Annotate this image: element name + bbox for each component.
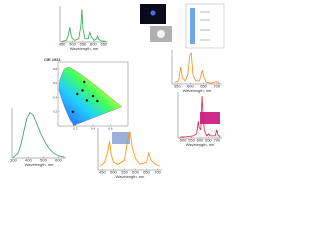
- x-tick-label: 500: [110, 170, 117, 175]
- spectrum-line: [174, 52, 220, 84]
- x-tick-label: 0.6: [108, 126, 113, 130]
- point: [71, 110, 75, 113]
- x-tick-label: 450: [59, 42, 66, 47]
- x-tick-label: 300: [10, 158, 17, 163]
- photo-glow: [150, 10, 156, 16]
- point: [91, 94, 95, 98]
- x-tick-label: 650: [205, 138, 212, 143]
- spectrum-line: [179, 96, 221, 138]
- point: [81, 89, 84, 92]
- y-tick-label: 0.4: [53, 95, 58, 99]
- x-axis-label: Wavelength, nm: [25, 162, 54, 167]
- x-axis-label: Wavelength, nm: [186, 142, 215, 147]
- photo-orange: [112, 132, 130, 144]
- spectrum-line: [13, 111, 65, 158]
- point: [83, 80, 86, 84]
- x-tick-label: 600: [197, 138, 204, 143]
- x-tick-label: 600: [187, 84, 194, 89]
- x-tick-label: 500: [40, 158, 47, 163]
- x-tick-label: 550: [174, 84, 181, 89]
- x-tick-label: 500: [180, 138, 187, 143]
- x-tick-label: 450: [99, 170, 106, 175]
- x-axis-label: Wavelength, nm: [116, 174, 145, 179]
- cie-locus: [58, 66, 123, 126]
- axis-frame: [177, 92, 222, 139]
- energy-band: [190, 8, 195, 44]
- x-tick-label: 600: [132, 170, 139, 175]
- axis-frame: [11, 108, 66, 159]
- x-tick-label: 550: [80, 42, 87, 47]
- x-tick-label: 400: [25, 158, 32, 163]
- point: [76, 92, 79, 96]
- x-tick-label: 650: [143, 170, 150, 175]
- x-tick-label: 0.4: [91, 126, 96, 130]
- x-tick-label: 650: [100, 42, 107, 47]
- x-axis-label: Wavelength, nm: [70, 46, 99, 51]
- x-axis-label: Wavelength, nm: [183, 88, 212, 93]
- spectrum-line: [99, 131, 160, 167]
- x-tick-label: 550: [188, 138, 195, 143]
- chart-title: CIE 1931: [44, 57, 61, 62]
- x-tick-label: 700: [154, 170, 161, 175]
- x-tick-label: 600: [55, 158, 62, 163]
- y-tick-label: 0.2: [53, 110, 58, 114]
- photo-red: [200, 112, 220, 124]
- point: [85, 99, 89, 102]
- axis-frame: [171, 50, 222, 85]
- photo-glow: [157, 30, 165, 38]
- axis-frame: [59, 6, 108, 43]
- point: [96, 99, 99, 103]
- x-tick-label: 500: [69, 42, 76, 47]
- x-tick-label: 600: [90, 42, 97, 47]
- axis-frame: [97, 128, 162, 171]
- y-tick-label: 0.8: [53, 67, 58, 71]
- spectrum-line: [61, 9, 106, 42]
- x-tick-label: 700: [214, 138, 221, 143]
- x-tick-label: 0.2: [73, 126, 78, 130]
- x-tick-label: 700: [213, 84, 220, 89]
- plot-frame: [57, 61, 129, 127]
- energy-levels: [200, 11, 210, 41]
- x-tick-label: 550: [121, 170, 128, 175]
- y-tick-label: 0.6: [53, 81, 58, 85]
- x-tick-label: 650: [200, 84, 207, 89]
